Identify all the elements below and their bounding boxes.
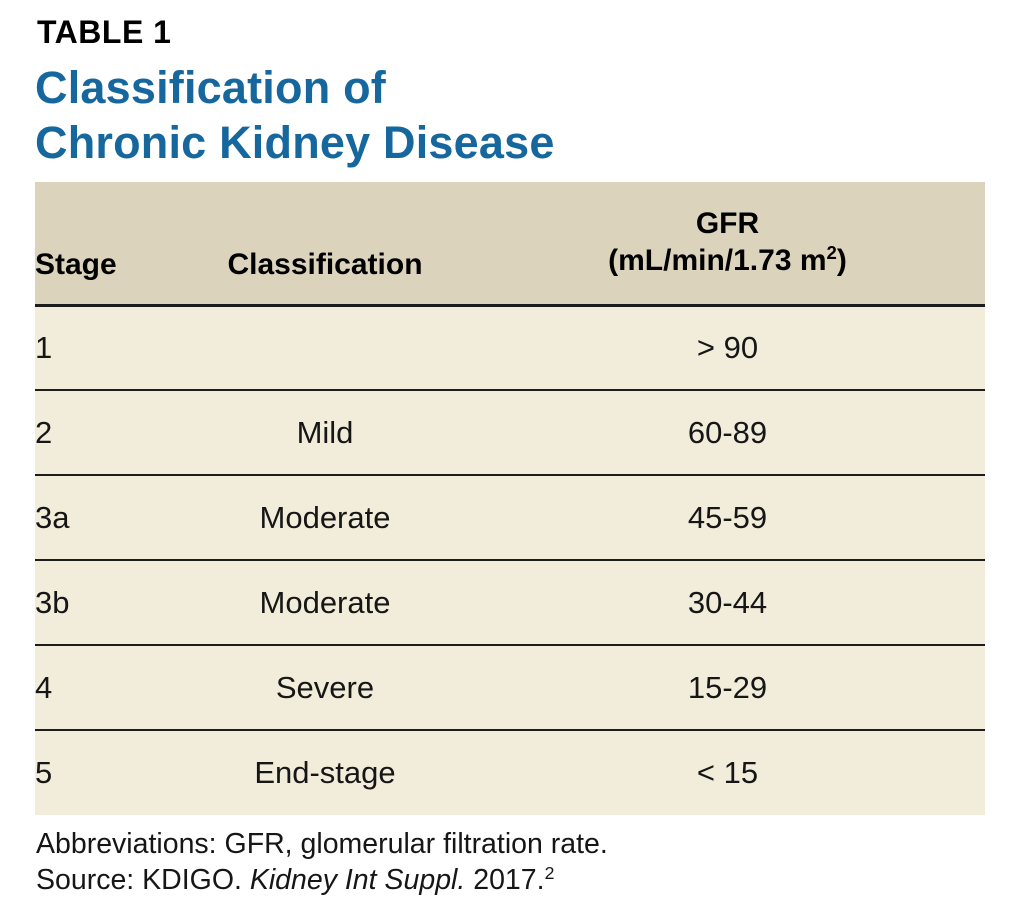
header-gfr-line1: GFR [695, 206, 760, 240]
table-header: Stage Classification GFR (mL/min/1.73 m2… [35, 182, 985, 305]
cell-gfr: 15-29 [687, 669, 768, 705]
gfr-unit-superscript: 2 [826, 242, 837, 264]
cell-stage: 1 [35, 329, 53, 365]
cell-classification: Mild [296, 414, 354, 450]
cell-stage: 2 [35, 414, 53, 450]
source-reference-superscript: 2 [544, 863, 555, 884]
table-row: 4 Severe 15-29 [35, 645, 985, 730]
cell-classification: Severe [275, 669, 375, 705]
header-gfr: GFR (mL/min/1.73 m2) [470, 182, 985, 305]
table-row: 3a Moderate 45-59 [35, 475, 985, 560]
header-stage: Stage [35, 247, 117, 281]
page-title-line2: Chronic Kidney Disease [35, 117, 555, 168]
cell-stage: 3b [35, 584, 70, 620]
cell-classification: End-stage [254, 755, 396, 790]
page-title-line1: Classification of [35, 62, 386, 113]
cell-stage: 4 [35, 669, 53, 705]
cell-gfr: 60-89 [687, 414, 768, 450]
header-row: Stage Classification GFR (mL/min/1.73 m2… [35, 182, 985, 305]
abbreviations-note: Abbreviations: GFR, glomerular filtratio… [36, 828, 608, 860]
cell-gfr: 45-59 [687, 499, 768, 535]
cell-stage: 3a [35, 499, 70, 535]
table-row: 2 Mild 60-89 [35, 390, 985, 475]
cell-classification [180, 305, 470, 390]
footnotes: Abbreviations: GFR, glomerular filtratio… [36, 826, 608, 901]
cell-classification: Moderate [259, 584, 391, 620]
table-row: 3b Moderate 30-44 [35, 560, 985, 645]
ckd-classification-table: Stage Classification GFR (mL/min/1.73 m2… [35, 182, 985, 815]
table-row: 1 > 90 [35, 305, 985, 390]
cell-classification: Moderate [259, 499, 391, 535]
cell-gfr: > 90 [696, 329, 759, 365]
page-title: Classification of Chronic Kidney Disease [35, 60, 555, 170]
cell-stage: 5 [35, 755, 53, 790]
table-eyebrow: TABLE 1 [37, 14, 172, 50]
table-row: 5 End-stage < 15 [35, 730, 985, 815]
source-journal: Kidney Int Suppl. [249, 864, 466, 896]
source-note: Source: KDIGO. Kidney Int Suppl. 2017.2 [36, 863, 555, 896]
cell-gfr: < 15 [696, 755, 759, 790]
header-gfr-line2: (mL/min/1.73 m2) [608, 242, 847, 277]
header-classification: Classification [227, 247, 423, 281]
cell-gfr: 30-44 [687, 584, 768, 620]
